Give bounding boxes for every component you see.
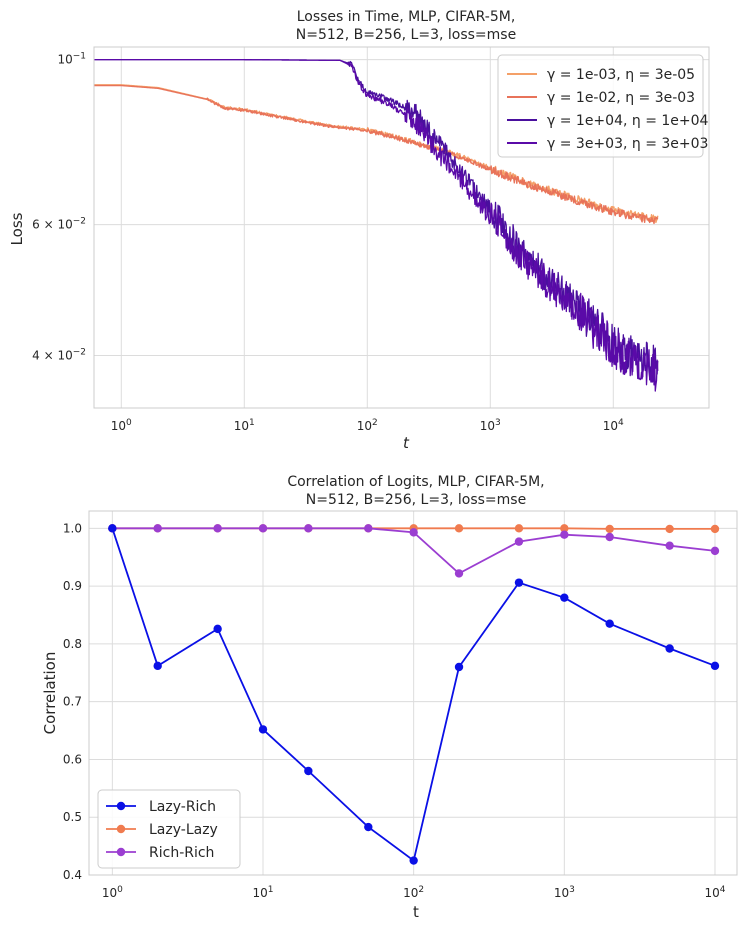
loss-chart-series <box>93 59 659 392</box>
correlation-chart-title-line1: Correlation of Logits, MLP, CIFAR-5M, <box>287 474 544 490</box>
correlation-chart-title-line2: N=512, B=256, L=3, loss=mse <box>306 492 526 508</box>
loss-chart-x-tick-label-3: 103 <box>480 418 501 433</box>
correlation-chart-point-2-9 <box>560 530 569 539</box>
loss-chart-x-tick-label-1: 101 <box>234 418 255 433</box>
correlation-chart-x-tick-label-4: 104 <box>704 885 725 900</box>
correlation-chart-point-2-4 <box>304 524 313 533</box>
loss-chart-series-line-3 <box>93 59 659 392</box>
loss-chart-frame <box>93 46 710 409</box>
correlation-chart-point-1-8 <box>514 524 524 533</box>
loss-chart-series-line-1 <box>93 84 659 225</box>
loss-chart-x-tick-label-0: 100 <box>111 418 132 433</box>
loss-chart-x-ticks: 100 101 102 103 104 <box>111 418 624 433</box>
loss-chart-legend-label-1: γ = 1e-02, η = 3e-03 <box>547 90 695 106</box>
correlation-chart-point-2-10 <box>605 532 614 542</box>
correlation-chart-point-0-10 <box>605 619 614 628</box>
correlation-chart-point-0-1 <box>153 661 162 671</box>
correlation-chart-y-tick-label-4: 0.8 <box>63 637 82 651</box>
correlation-chart-y-tick-label-1: 0.5 <box>63 810 82 824</box>
correlation-chart-point-1-12 <box>710 524 720 534</box>
correlation-chart-point-2-5 <box>364 524 373 533</box>
correlation-chart-y-tick-label-0: 0.4 <box>63 868 82 882</box>
correlation-chart-point-0-11 <box>665 644 674 653</box>
correlation-chart-point-2-3 <box>258 524 268 533</box>
correlation-chart-point-0-4 <box>304 766 313 776</box>
correlation-chart-point-2-8 <box>514 537 524 546</box>
correlation-chart-frame <box>88 510 738 876</box>
correlation-chart-point-0-0 <box>108 524 117 533</box>
loss-chart-y-tick-label-1: 6 × 10−2 <box>32 217 86 232</box>
loss-chart-legend: γ = 1e-03, η = 3e-05 γ = 1e-02, η = 3e-03… <box>497 54 709 158</box>
correlation-chart-point-0-2 <box>213 624 222 634</box>
correlation-chart-y-tick-label-5: 0.9 <box>63 579 82 593</box>
correlation-chart-legend: Lazy-Rich Lazy-Lazy Rich-Rich <box>97 789 241 869</box>
correlation-chart-legend-label-0: Lazy-Rich <box>149 799 216 815</box>
correlation-chart-point-2-12 <box>710 546 720 556</box>
correlation-chart-point-0-3 <box>258 725 268 734</box>
correlation-chart-y-tick-label-6: 1.0 <box>63 521 82 535</box>
correlation-chart-point-0-5 <box>364 822 373 832</box>
correlation-chart: Correlation of Logits, MLP, CIFAR-5M, N=… <box>41 474 738 921</box>
correlation-chart-x-label: t <box>413 903 419 921</box>
loss-chart-legend-label-2: γ = 1e+04, η = 1e+04 <box>547 113 709 129</box>
correlation-chart-x-ticks: 100 101 102 103 104 <box>102 885 726 900</box>
correlation-chart-x-tick-label-2: 102 <box>403 885 424 900</box>
correlation-chart-x-tick-label-0: 100 <box>102 885 123 900</box>
loss-chart-legend-label-0: γ = 1e-03, η = 3e-05 <box>547 67 695 83</box>
correlation-chart-legend-marker-1 <box>116 824 126 834</box>
correlation-chart-x-tick-label-1: 101 <box>252 885 273 900</box>
correlation-chart-point-0-7 <box>454 662 464 672</box>
loss-chart-y-ticks: 10−1 6 × 10−2 4 × 10−2 <box>32 52 86 363</box>
loss-chart: Losses in Time, MLP, CIFAR-5M, N=512, B=… <box>8 9 710 452</box>
correlation-chart-y-tick-label-2: 0.6 <box>63 752 82 766</box>
loss-chart-y-tick-label-2: 4 × 10−2 <box>32 348 86 363</box>
correlation-chart-point-1-10 <box>605 524 614 534</box>
correlation-chart-point-0-8 <box>514 578 524 587</box>
loss-chart-x-tick-label-2: 102 <box>357 418 378 433</box>
correlation-chart-point-2-1 <box>153 524 162 533</box>
correlation-chart-y-label: Correlation <box>41 652 59 735</box>
correlation-chart-point-1-7 <box>454 524 464 533</box>
correlation-chart-legend-marker-0 <box>116 801 126 811</box>
correlation-chart-series <box>108 524 720 865</box>
loss-chart-y-tick-label-0: 10−1 <box>57 52 86 67</box>
loss-chart-title-line1: Losses in Time, MLP, CIFAR-5M, <box>297 9 516 25</box>
loss-chart-x-label: t <box>403 434 410 452</box>
correlation-chart-point-0-6 <box>409 856 418 865</box>
correlation-chart-point-0-9 <box>560 593 569 602</box>
correlation-chart-point-0-12 <box>710 661 720 671</box>
loss-chart-legend-label-3: γ = 3e+03, η = 3e+03 <box>547 136 708 152</box>
correlation-chart-point-2-11 <box>665 541 674 550</box>
correlation-chart-y-tick-label-3: 0.7 <box>63 695 82 709</box>
correlation-chart-legend-label-1: Lazy-Lazy <box>149 822 218 838</box>
loss-chart-title-line2: N=512, B=256, L=3, loss=mse <box>296 27 516 43</box>
correlation-chart-x-tick-label-3: 103 <box>554 885 575 900</box>
correlation-chart-legend-label-2: Rich-Rich <box>149 845 214 861</box>
correlation-chart-point-1-11 <box>665 524 674 534</box>
correlation-chart-point-2-2 <box>213 524 222 533</box>
correlation-chart-point-1-9 <box>560 524 569 533</box>
loss-chart-y-label: Loss <box>8 212 26 245</box>
correlation-chart-point-2-7 <box>454 569 464 578</box>
correlation-chart-legend-marker-2 <box>116 847 126 857</box>
loss-chart-x-tick-label-4: 104 <box>603 418 624 433</box>
correlation-chart-y-ticks: 0.4 0.5 0.6 0.7 0.8 0.9 1.0 <box>63 521 82 882</box>
correlation-chart-point-2-6 <box>409 528 418 537</box>
